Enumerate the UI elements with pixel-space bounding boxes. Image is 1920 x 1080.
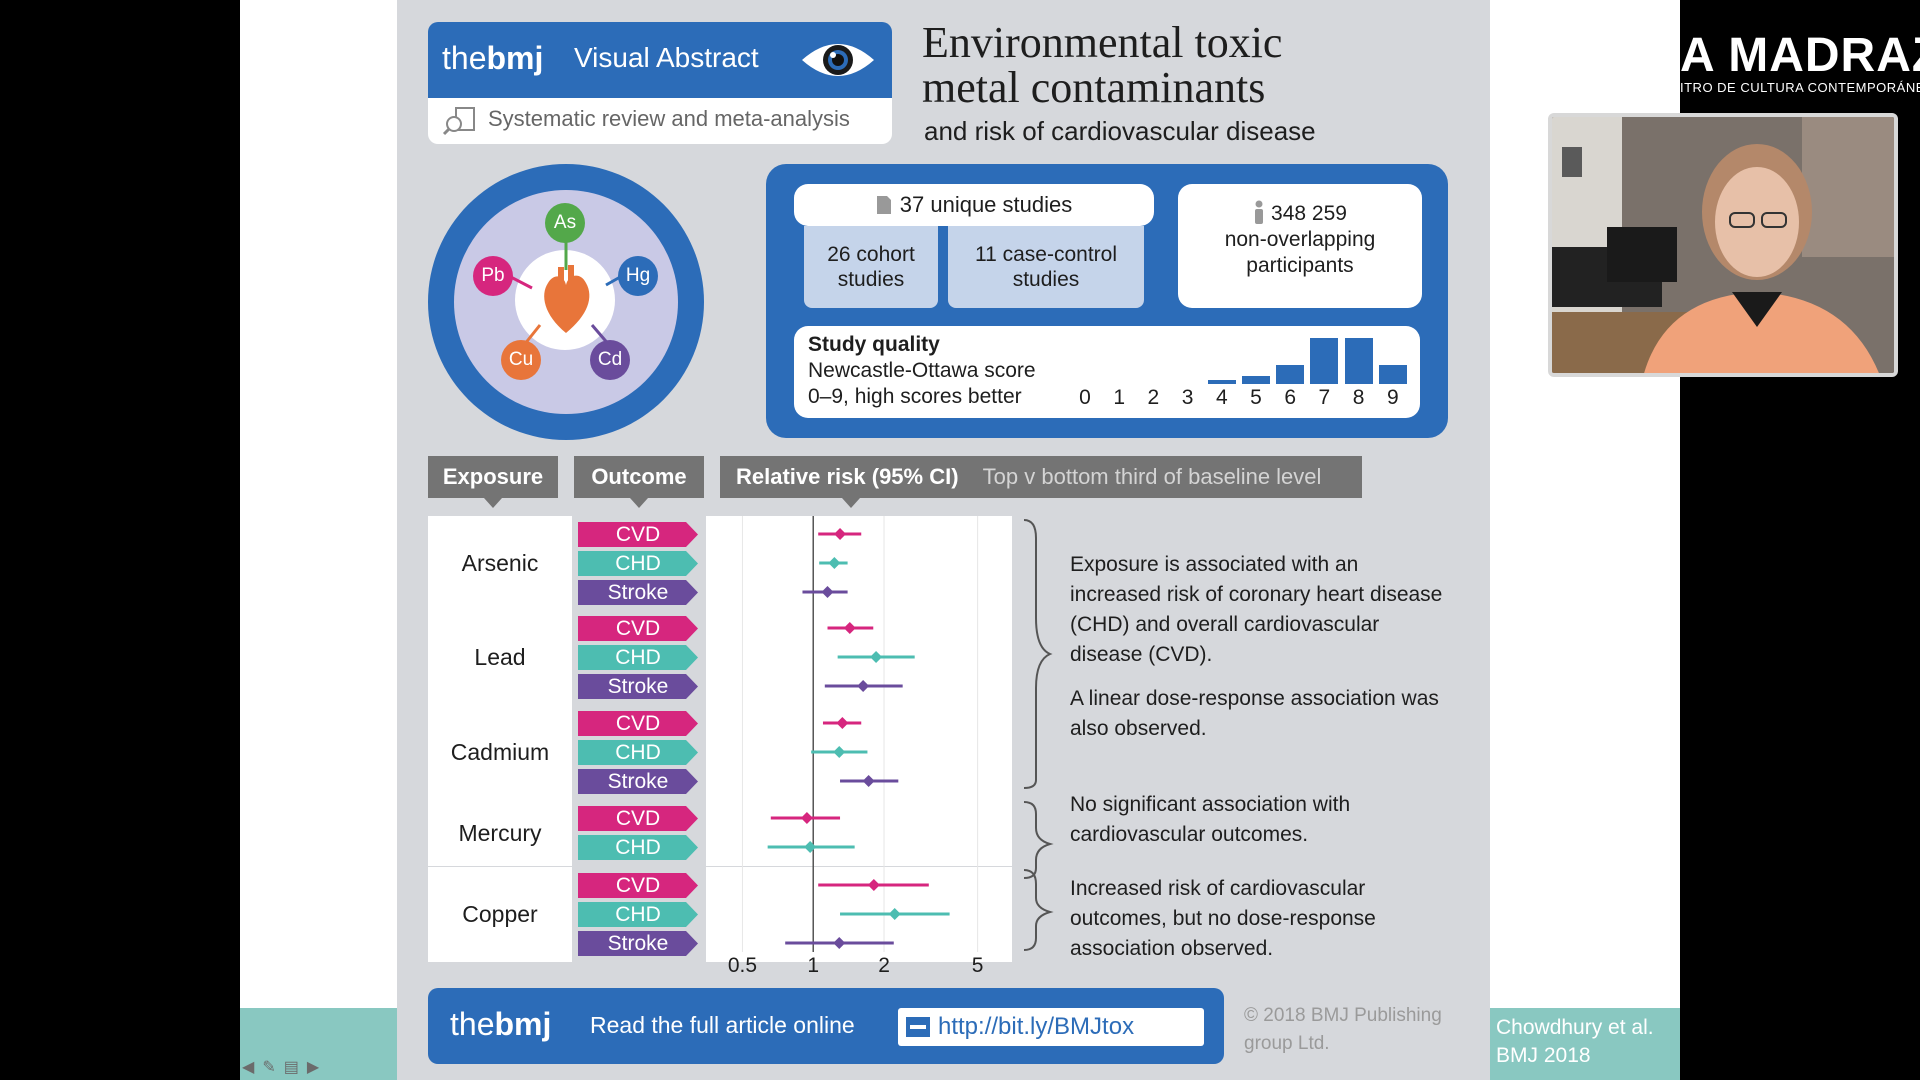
document-icon [876, 196, 891, 214]
quality-score-label: 0 [1079, 386, 1091, 409]
metal-mercury-badge: Hg [618, 256, 658, 296]
quality-score-label: 2 [1147, 386, 1160, 409]
quality-score-label: 6 [1284, 386, 1297, 409]
pen-icon[interactable]: ✎ [262, 1059, 276, 1076]
eye-icon [802, 44, 874, 76]
quality-bar [1378, 364, 1407, 384]
bmj-header: thebmj Visual Abstract [428, 22, 892, 98]
article-link[interactable]: http://bit.ly/BMJtox [898, 1008, 1204, 1046]
slide-nav-controls: ◀ ✎ ▤ ▶ [242, 1057, 332, 1077]
quality-score-label: 5 [1250, 386, 1262, 409]
header-rr-pointer [842, 498, 860, 508]
quality-bar [1242, 376, 1270, 384]
participants-number: 348 259 [1271, 202, 1347, 225]
copyright: © 2018 BMJ Publishing group Ltd. [1244, 1005, 1442, 1054]
header-subtitle: Systematic review and meta-analysis [428, 98, 892, 144]
bmj-logo: thebmj [442, 40, 544, 76]
broadcaster-logo: A MADRAZA [1680, 29, 1920, 82]
metal-arsenic-badge: As [545, 203, 585, 243]
participants-label: non-overlapping participants [1224, 228, 1376, 277]
quality-score-label: 7 [1318, 386, 1331, 409]
citation: Chowdhury et al. BMJ 2018 [1496, 1016, 1654, 1067]
footer-read-text: Read the full article online [590, 1012, 855, 1038]
header-relative-risk: Relative risk (95% CI) Top v bottom thir… [720, 456, 1362, 498]
note-arsenic-lead-cadmium: Exposure is associated with an increased… [1070, 553, 1443, 666]
header-exposure: Exposure [428, 456, 558, 498]
note-dose-response: A linear dose-response association was a… [1070, 687, 1439, 740]
brace-copper [1023, 869, 1054, 951]
quality-score-label: 8 [1352, 386, 1365, 409]
quality-line2: 0–9, high scores better [808, 385, 1022, 408]
quality-bar [1276, 364, 1305, 384]
next-slide-icon[interactable]: ▶ [306, 1059, 320, 1076]
slides-menu-icon[interactable]: ▤ [283, 1059, 299, 1076]
abstract-subtitle: and risk of cardiovascular disease [924, 116, 1316, 146]
magnifier-icon [442, 107, 475, 136]
case-control-studies: 11 case-control studies [948, 226, 1144, 308]
quality-score-label: 3 [1181, 386, 1194, 409]
quality-bar [1310, 338, 1339, 384]
header-exposure-pointer [484, 498, 502, 508]
cohort-studies: 26 cohort studies [804, 226, 938, 308]
footer-bmj-logo: thebmj [450, 1006, 552, 1042]
braces [1023, 519, 1054, 879]
note-copper: Increased risk of cardiovascular outcome… [1070, 877, 1376, 960]
webcam-video [1548, 113, 1898, 377]
header-outcome: Outcome [574, 456, 704, 498]
participants-box: 348 259 non-overlapping participants [1178, 184, 1422, 308]
unique-studies: 37 unique studies [794, 184, 1154, 226]
person-icon [1255, 200, 1264, 224]
header-rr-note: Top v bottom third of baseline level [982, 464, 1322, 489]
note-mercury: No significant association with cardiova… [1070, 793, 1351, 846]
quality-bar [1344, 338, 1373, 384]
heart-icon [544, 265, 590, 333]
metal-lead-badge: Pb [473, 256, 513, 296]
speaker-video-frame [1552, 117, 1894, 373]
slide-footer-band-left [240, 1008, 397, 1080]
metal-cadmium-badge: Cd [590, 340, 630, 380]
prev-slide-icon[interactable]: ◀ [242, 1059, 255, 1076]
quality-score-label: 4 [1215, 386, 1228, 409]
study-quality-box: Study quality Newcastle-Ottawa score 0–9… [794, 326, 1420, 418]
quality-score-label: 9 [1386, 386, 1399, 409]
quality-bar [1207, 380, 1236, 384]
metal-copper-badge: Cu [501, 340, 541, 380]
broadcaster-logo-sub: ITRO DE CULTURA CONTEMPORÁNEA [1680, 80, 1920, 95]
header-outcome-pointer [630, 498, 648, 508]
slide-footer-band-right [1490, 1008, 1680, 1080]
abstract-title: Environmental toxic metal contaminants [922, 18, 1283, 112]
header-title: Visual Abstract [574, 42, 759, 73]
quality-score-label: 1 [1113, 386, 1126, 409]
quality-line1: Newcastle-Ottawa score [808, 359, 1036, 382]
bmj-badge-icon [906, 1017, 930, 1037]
quality-title: Study quality [808, 333, 940, 356]
